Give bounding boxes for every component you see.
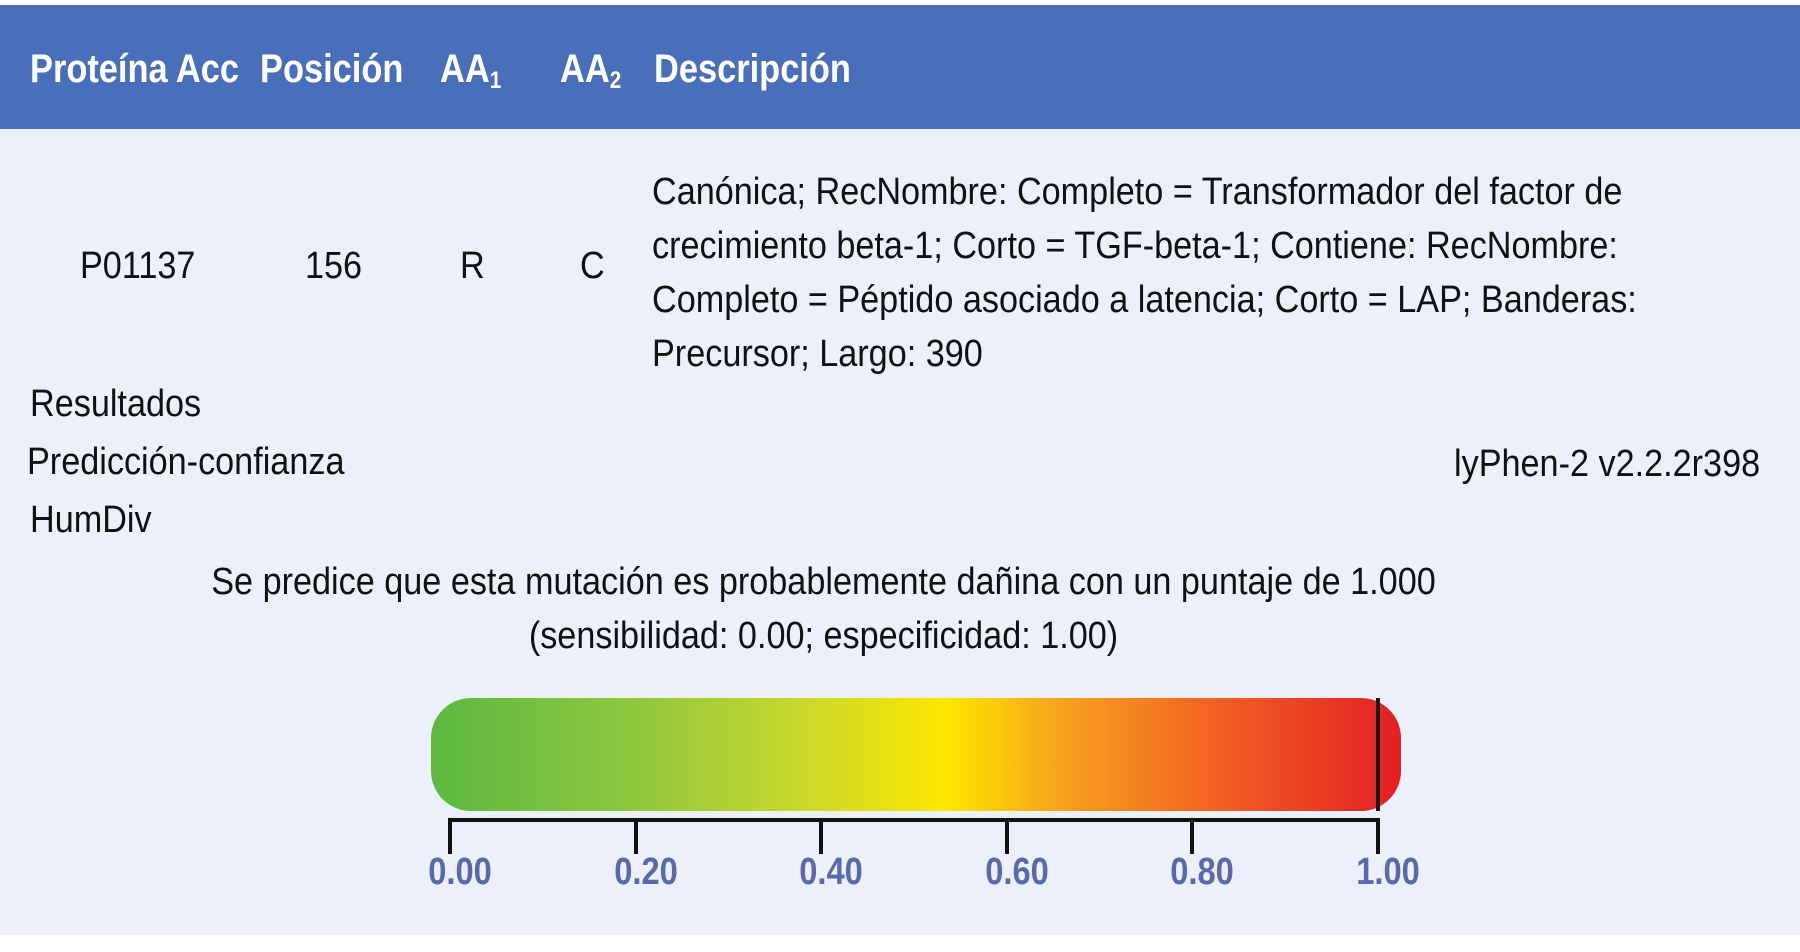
axis-tick — [819, 818, 824, 854]
axis-tick — [1190, 818, 1195, 854]
description-line: Precursor; Largo: 390 — [652, 333, 983, 375]
axis-tick — [1004, 818, 1009, 854]
score-axis — [450, 818, 1380, 822]
description-line: Canónica; RecNombre: Completo = Transfor… — [652, 171, 1623, 213]
header-aa2: AA2 — [560, 47, 622, 94]
cell-protein-acc: P01137 — [80, 245, 196, 287]
axis-tick-label: 0.20 — [613, 851, 678, 893]
axis-tick-label: 0.00 — [428, 851, 492, 893]
axis-tick-label: 1.00 — [1356, 851, 1420, 893]
axis-tick — [633, 818, 638, 854]
score-marker — [1376, 698, 1380, 811]
table-header: Proteína Acc Posición AA1 AA2 Descripció… — [0, 5, 1800, 129]
prediction-summary: Se predice que esta mutación es probable… — [211, 561, 1436, 603]
header-position: Posición — [260, 47, 404, 91]
results-label: Resultados — [30, 383, 202, 425]
cell-aa2: C — [580, 245, 605, 287]
prediction-metrics: (sensibilidad: 0.00; especificidad: 1.00… — [528, 615, 1119, 657]
prediction-confidence-label: Predicción-confianza — [27, 441, 345, 483]
cell-position: 156 — [305, 245, 363, 287]
axis-tick-label: 0.40 — [799, 851, 863, 893]
results-panel: Proteína Acc Posición AA1 AA2 Descripció… — [0, 5, 1800, 935]
prediction-text: Se predice que esta mutación es probable… — [0, 555, 1647, 663]
version-label: lyPhen-2 v2.2.2r398 — [1453, 443, 1760, 485]
cell-aa1: R — [460, 245, 485, 287]
cell-description: Canónica; RecNombre: Completo = Transfor… — [652, 165, 1714, 381]
axis-tick-label: 0.60 — [984, 851, 1049, 893]
model-label: HumDiv — [30, 499, 152, 541]
score-gradient-bar — [431, 698, 1401, 811]
description-line: Completo = Péptido asociado a latencia; … — [652, 279, 1637, 321]
header-aa1: AA1 — [440, 47, 502, 94]
header-description: Descripción — [654, 47, 851, 91]
axis-tick — [448, 818, 452, 854]
header-protein-acc: Proteína Acc — [30, 47, 240, 91]
description-line: crecimiento beta-1; Corto = TGF-beta-1; … — [652, 225, 1618, 267]
axis-tick — [1376, 818, 1380, 854]
axis-tick-label: 0.80 — [1170, 851, 1235, 893]
